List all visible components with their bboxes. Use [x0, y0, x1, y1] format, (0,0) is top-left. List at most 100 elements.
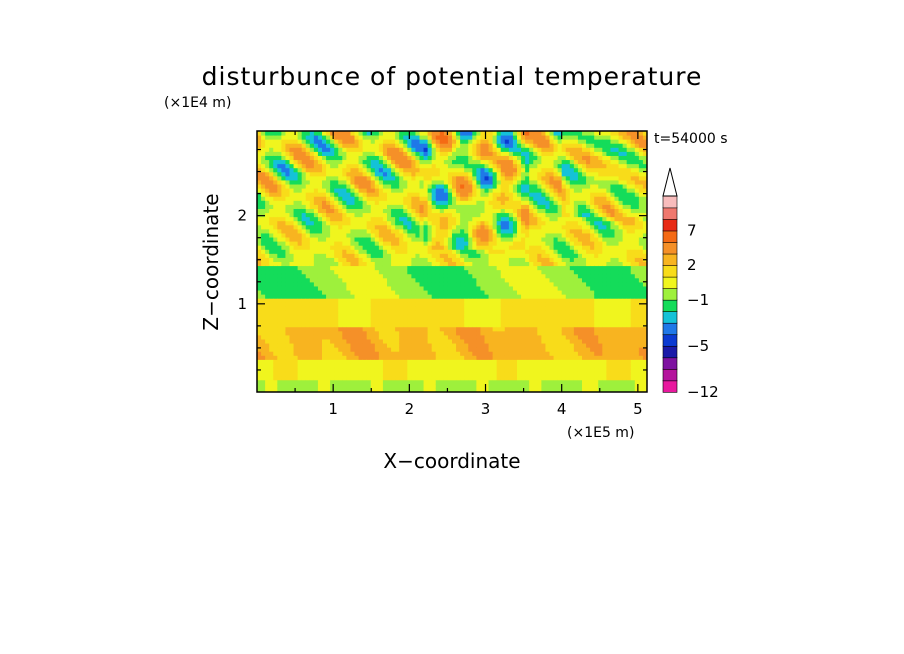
field-cell — [419, 167, 425, 173]
field-cell — [541, 212, 546, 218]
field-cell — [309, 314, 315, 320]
field-cell — [525, 347, 530, 352]
field-cell — [427, 265, 433, 271]
field-cell — [407, 347, 412, 352]
field-cell — [297, 188, 303, 193]
field-cell — [407, 363, 412, 369]
field-cell — [569, 237, 575, 242]
field-cell — [403, 359, 408, 364]
field-cell — [508, 155, 514, 161]
field-cell — [427, 257, 433, 262]
field-cell — [391, 167, 396, 173]
field-cell — [484, 314, 490, 320]
field-cell — [512, 347, 518, 352]
field-cell — [549, 290, 555, 295]
field-cell — [326, 167, 331, 173]
field-cell — [269, 310, 274, 316]
field-cell — [342, 179, 347, 185]
field-cell — [334, 249, 339, 254]
field-cell — [277, 294, 282, 299]
field-cell — [399, 188, 404, 193]
field-cell — [431, 245, 437, 250]
field-cell — [309, 131, 315, 136]
field-cell — [391, 383, 396, 389]
field-cell — [281, 200, 286, 205]
field-cell — [269, 290, 274, 295]
field-cell — [439, 171, 445, 177]
field-cell — [257, 232, 262, 238]
field-cell — [265, 224, 270, 230]
field-cell — [362, 359, 368, 364]
field-cell — [423, 241, 429, 246]
field-cell — [281, 151, 286, 156]
field-cell — [488, 253, 494, 258]
field-cell — [423, 188, 429, 193]
field-cell — [399, 306, 404, 311]
field-cell — [281, 216, 286, 222]
field-cell — [297, 135, 303, 140]
field-cell — [403, 139, 408, 144]
field-cell — [476, 338, 481, 344]
field-cell — [313, 294, 319, 299]
field-cell — [460, 204, 465, 209]
field-cell — [362, 167, 368, 173]
field-cell — [464, 334, 469, 340]
field-cell — [468, 294, 473, 299]
field-cell — [517, 204, 522, 209]
field-cell — [447, 338, 453, 344]
field-cell — [281, 273, 286, 279]
field-cell — [289, 306, 295, 311]
field-cell — [387, 200, 392, 205]
field-cell — [488, 363, 494, 369]
field-cell — [464, 253, 469, 258]
field-cell — [496, 298, 502, 303]
field-cell — [472, 245, 477, 250]
field-cell — [285, 159, 290, 165]
field-cell — [289, 383, 295, 389]
field-cell — [553, 383, 559, 389]
field-cell — [427, 192, 433, 197]
field-cell — [464, 245, 469, 250]
field-cell — [391, 338, 396, 344]
field-cell — [370, 261, 376, 267]
field-cell — [447, 290, 453, 295]
field-cell — [317, 310, 323, 316]
field-cell — [561, 383, 567, 389]
field-cell — [289, 188, 295, 193]
field-cell — [456, 155, 461, 161]
field-cell — [419, 196, 425, 201]
field-cell — [484, 143, 490, 148]
field-cell — [529, 237, 534, 242]
field-cell — [512, 285, 518, 291]
field-cell — [403, 171, 408, 177]
field-cell — [452, 269, 457, 275]
field-cell — [549, 237, 555, 242]
field-cell — [533, 143, 538, 148]
field-cell — [317, 131, 323, 136]
field-cell — [350, 290, 355, 295]
field-cell — [512, 310, 518, 316]
field-cell — [297, 216, 303, 222]
field-cell — [387, 175, 392, 181]
field-cell — [342, 249, 347, 254]
field-cell — [419, 224, 425, 230]
field-cell — [330, 179, 335, 185]
field-cell — [269, 383, 274, 389]
field-cell — [423, 135, 429, 140]
field-cell — [293, 375, 299, 381]
field-cell — [549, 139, 555, 144]
field-cell — [492, 261, 498, 267]
field-cell — [277, 351, 282, 356]
field-cell — [541, 192, 546, 197]
field-cell — [317, 159, 323, 165]
field-cell — [525, 257, 530, 262]
field-cell — [492, 294, 498, 299]
field-cell — [326, 237, 331, 242]
field-cell — [281, 302, 286, 307]
field-cell — [387, 167, 392, 173]
field-cell — [350, 220, 355, 226]
field-cell — [370, 290, 376, 295]
field-cell — [508, 310, 514, 316]
field-cell — [541, 318, 546, 324]
field-cell — [541, 253, 546, 258]
